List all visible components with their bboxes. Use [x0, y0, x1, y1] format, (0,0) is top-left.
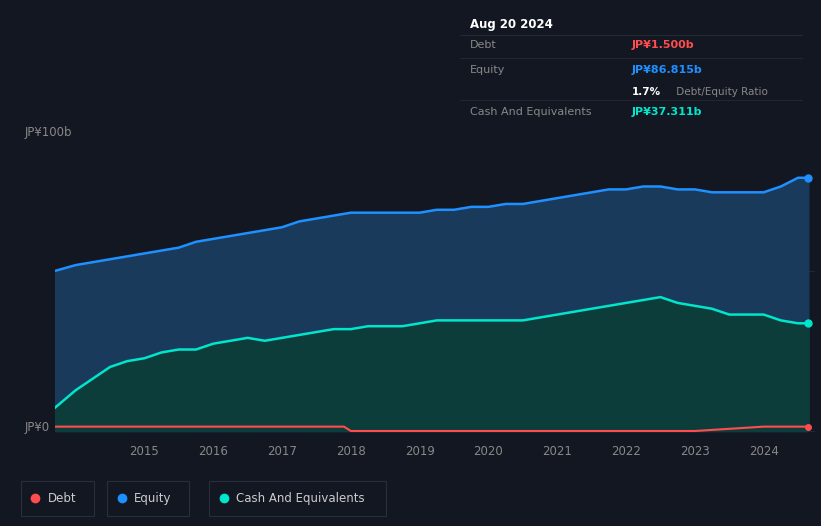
Text: JP¥100b: JP¥100b [25, 126, 72, 139]
Text: Cash And Equivalents: Cash And Equivalents [236, 492, 365, 505]
Text: Aug 20 2024: Aug 20 2024 [470, 18, 553, 32]
Text: Debt: Debt [48, 492, 76, 505]
Text: Equity: Equity [470, 65, 506, 75]
Text: JP¥1.500b: JP¥1.500b [631, 41, 694, 50]
Text: JP¥37.311b: JP¥37.311b [631, 107, 702, 117]
Text: Debt: Debt [470, 41, 497, 50]
Text: JP¥86.815b: JP¥86.815b [631, 65, 702, 75]
Text: Debt/Equity Ratio: Debt/Equity Ratio [672, 87, 768, 97]
Text: 1.7%: 1.7% [631, 87, 660, 97]
Text: JP¥0: JP¥0 [25, 421, 50, 434]
Text: Equity: Equity [134, 492, 172, 505]
Text: Cash And Equivalents: Cash And Equivalents [470, 107, 592, 117]
